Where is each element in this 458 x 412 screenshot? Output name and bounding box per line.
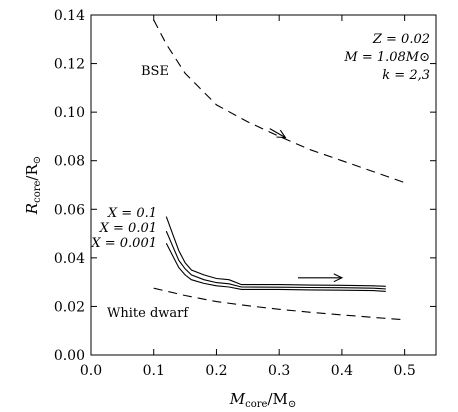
x-axis-label: Mcore/M⊙ [229, 390, 297, 410]
white-dwarf-label: White dwarf [107, 306, 189, 321]
y-axis-label: Rcore/R⊙ [23, 156, 43, 215]
y-tick-label: 0.12 [54, 57, 85, 73]
bse-label: BSE [141, 64, 169, 79]
x-label-2: X = 0.001 [90, 236, 157, 251]
y-tick-label: 0.00 [54, 348, 85, 364]
param-z: Z = 0.02 [372, 32, 430, 47]
x-tick-label: 0.2 [205, 363, 227, 379]
axis-ticks: 0.0 0.1 0.2 0.3 0.4 0.5 0.00 0.02 0.04 0.06 0.08 0.… [54, 8, 436, 379]
x-tick-label: 0.1 [143, 363, 165, 379]
parameter-box: Z = 0.02 M = 1.08M⊙ k = 2,3 [343, 32, 430, 83]
param-m: M = 1.08M⊙ [343, 50, 430, 65]
y-tick-label: 0.02 [54, 299, 85, 315]
y-tick-label: 0.08 [54, 154, 85, 170]
plot-area [90, 14, 437, 356]
y-tick-label: 0.04 [54, 251, 85, 267]
x-tick-label: 0.4 [331, 363, 353, 379]
x-tick-label: 0.5 [394, 363, 416, 379]
series-line-white-dwarf [153, 287, 405, 321]
param-k: k = 2,3 [382, 68, 430, 83]
x-tick-label: 0.3 [268, 363, 290, 379]
series-line-x-0-01 [165, 230, 386, 290]
series-line-x-0-001 [165, 243, 386, 292]
series-line-bse [153, 19, 405, 184]
plot-frame [90, 14, 437, 356]
series-line-x-0-1 [165, 216, 386, 287]
y-tick-label: 0.06 [54, 202, 85, 218]
direction-arrow [298, 273, 344, 283]
x-label-0: X = 0.1 [107, 206, 157, 221]
y-tick-label: 0.14 [54, 8, 85, 24]
y-tick-label: 0.10 [54, 105, 85, 121]
arrows [269, 128, 344, 283]
series [153, 19, 405, 321]
x-label-1: X = 0.01 [99, 221, 157, 236]
direction-arrow [269, 128, 287, 139]
x-tick-label: 0.0 [80, 363, 102, 379]
